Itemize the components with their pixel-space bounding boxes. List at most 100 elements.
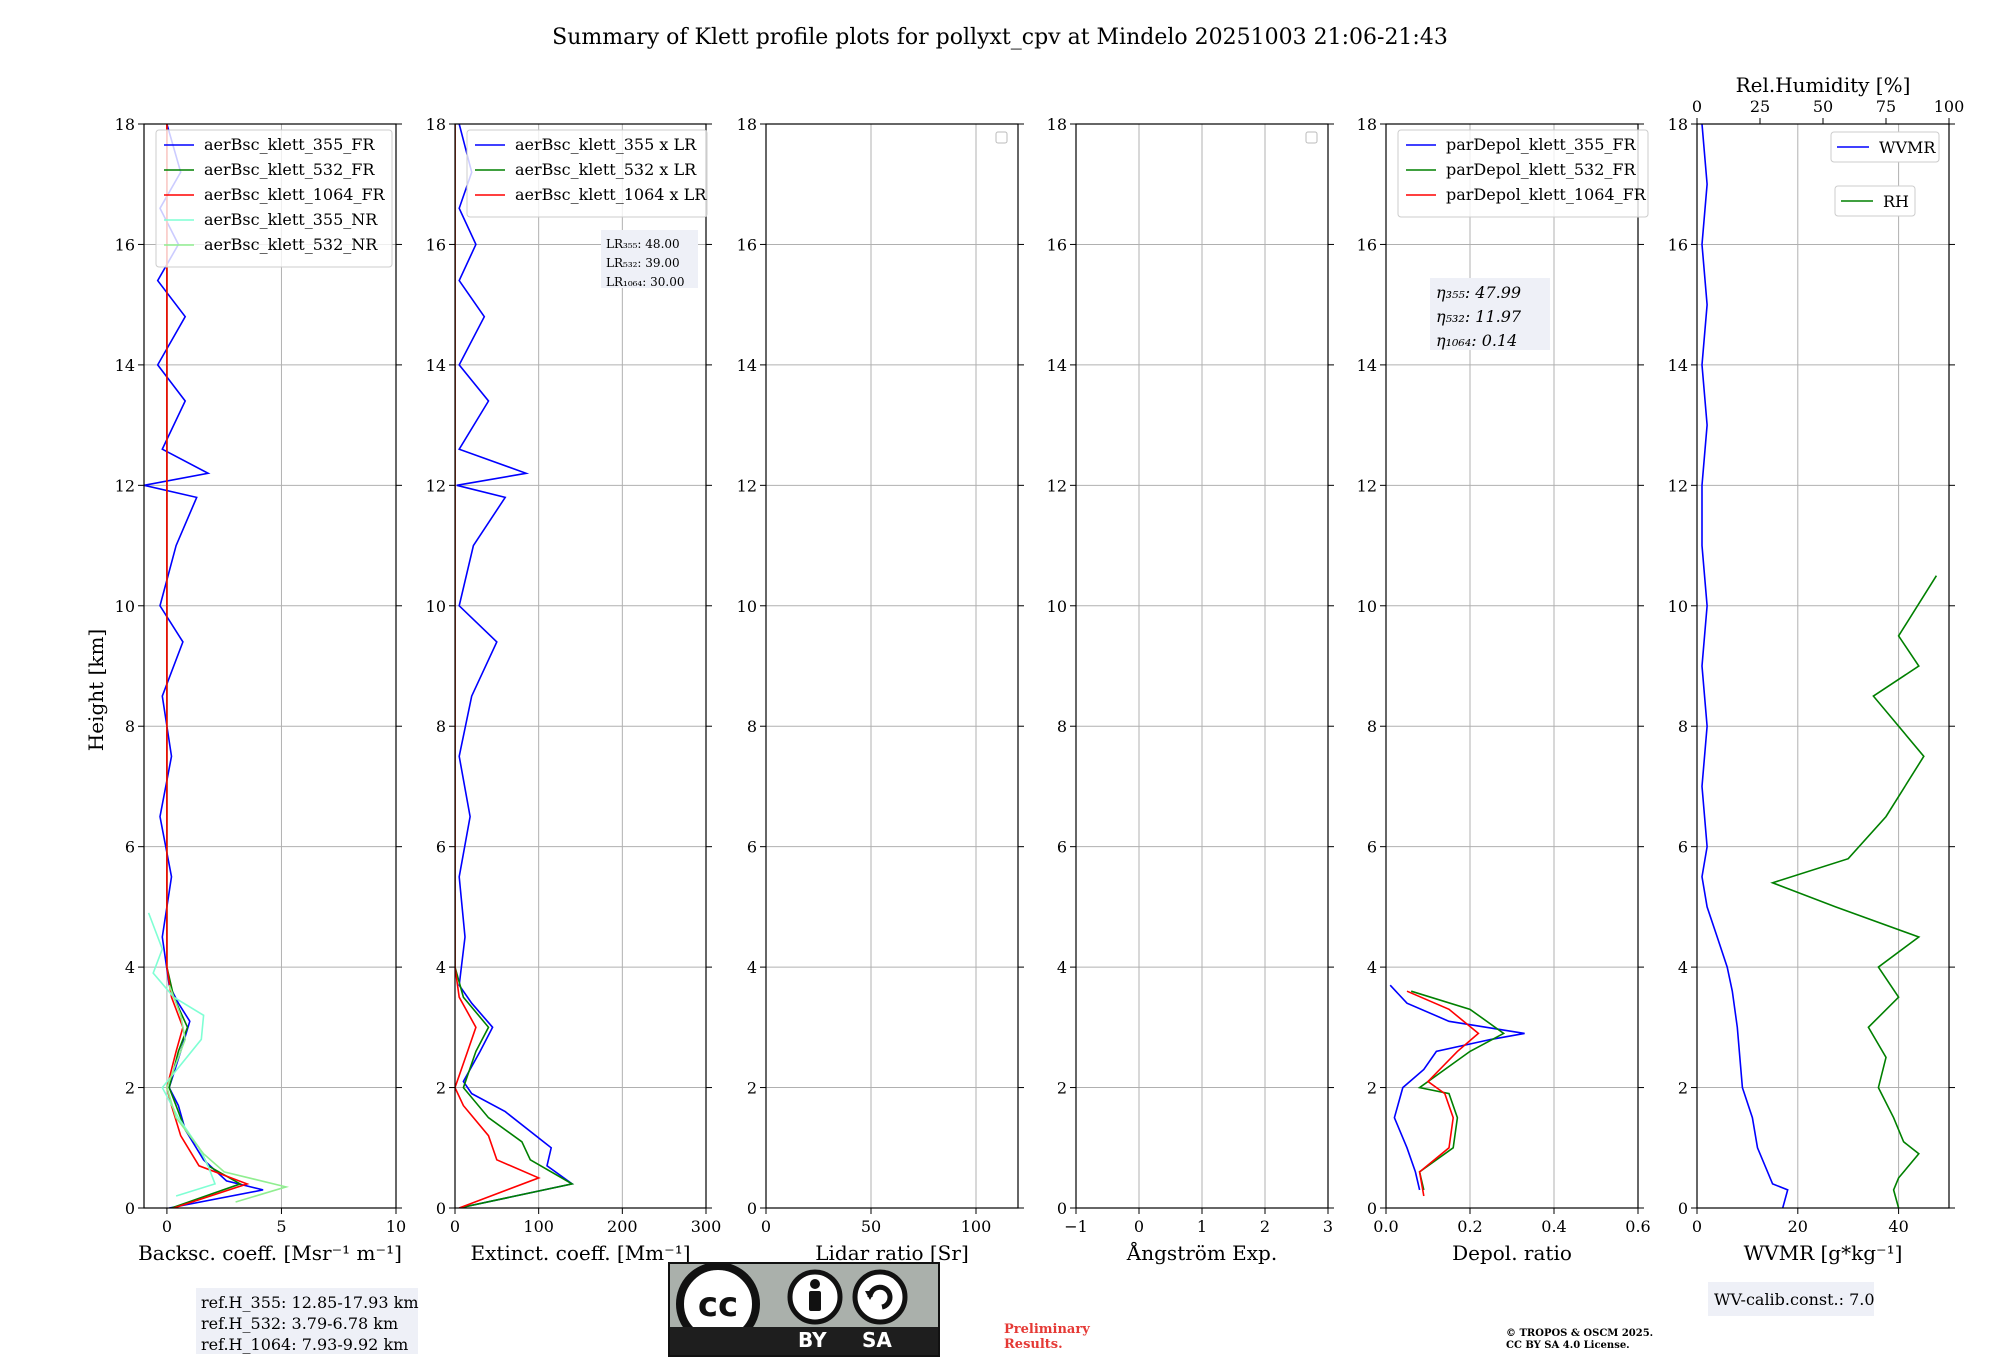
x-tick-label: 200 [607, 1217, 638, 1236]
lidar-ratio-label: LR₁₀₆₄: 30.00 [606, 275, 684, 289]
y-tick-label: 8 [1678, 717, 1688, 736]
x-axis-label: Backsc. coeff. [Msr⁻¹ m⁻¹] [138, 1241, 402, 1265]
legend-label: RH [1883, 192, 1909, 211]
x-tick-label: 10 [386, 1217, 406, 1236]
cc-license-logo: cc BY SA [668, 1262, 940, 1357]
y-tick-label: 0 [436, 1199, 446, 1218]
y-tick-label: 18 [1668, 115, 1688, 134]
y-tick-label: 6 [125, 838, 135, 857]
y-tick-label: 4 [436, 958, 446, 977]
y-tick-label: 4 [747, 958, 757, 977]
y-tick-label: 6 [1057, 838, 1067, 857]
series-aerBsc_klett_355 x LR [456, 124, 575, 1208]
legend-label: parDepol_klett_1064_FR [1446, 185, 1647, 204]
calib-box [1708, 1282, 1874, 1316]
eta-label: η₁₀₆₄: 0.14 [1436, 331, 1517, 350]
cc-icon [676, 1264, 760, 1328]
y-tick-label: 16 [1668, 235, 1688, 254]
axes-frame [1696, 123, 1950, 1209]
y-tick-label: 16 [1047, 235, 1067, 254]
y-tick-label: 18 [426, 115, 446, 134]
lidar-ratio-label: LR₅₃₂: 39.00 [606, 256, 680, 270]
panel-backscatter: 0 2 4 6 8 10 12 14 16 18 0 5 10 Backsc. coeff. [Msr⁻¹… [115, 115, 419, 1354]
x-tick-label: 0 [162, 1217, 172, 1236]
y-tick-label: 12 [1357, 476, 1377, 495]
y-tick-label: 4 [125, 958, 135, 977]
y-tick-label: 8 [747, 717, 757, 736]
y-tick-label: 10 [115, 597, 135, 616]
legend-label: parDepol_klett_532_FR [1446, 160, 1637, 179]
top-x-tick-label: 0 [1692, 97, 1702, 116]
empty-legend-box [1305, 131, 1318, 144]
lidar-ratio-label: LR₃₅₅: 48.00 [606, 237, 680, 251]
ref-height-label: ref.H_532: 3.79-6.78 km [201, 1314, 398, 1333]
y-tick-label: 14 [1357, 356, 1377, 375]
x-tick-label: 300 [691, 1217, 722, 1236]
ref-height-label: ref.H_355: 12.85-17.93 km [201, 1293, 419, 1312]
x-tick-label: 50 [861, 1217, 881, 1236]
copyright-line-1: © TROPOS & OSCM 2025. [1506, 1328, 1654, 1339]
legend-label: WVMR [1879, 138, 1936, 157]
legend-label: aerBsc_klett_355_FR [204, 135, 375, 154]
legend-label: aerBsc_klett_1064 x LR [515, 185, 707, 204]
y-tick-label: 14 [1668, 356, 1688, 375]
y-tick-label: 10 [1047, 597, 1067, 616]
series-RH [1770, 575, 1938, 1208]
y-tick-label: 16 [426, 235, 446, 254]
panel-lidar-ratio: 0 2 4 6 8 10 12 14 16 18 0 50 100 Lidar ratio [Sr] [737, 115, 1024, 1265]
y-tick-label: 10 [1357, 597, 1377, 616]
x-tick-label: 20 [1788, 1217, 1808, 1236]
top-x-tick-label: 75 [1876, 97, 1896, 116]
preliminary-line-2: Results. [1004, 1337, 1063, 1352]
legend-box [1830, 131, 1940, 163]
ref-height-box [196, 1288, 418, 1354]
y-tick-label: 18 [115, 115, 135, 134]
y-tick-label: 16 [1357, 235, 1377, 254]
preliminary-line-1: Preliminary [1004, 1322, 1090, 1337]
eta-label: η₃₅₅: 47.99 [1436, 283, 1521, 302]
top-x-axis-label: Rel.Humidity [%] [1736, 73, 1911, 97]
license-sa-label: SA [862, 1328, 892, 1352]
legend-box [466, 129, 708, 218]
y-tick-label: 16 [115, 235, 135, 254]
preliminary-note: Preliminary Results. [1004, 1322, 1090, 1352]
eta-label: η₅₃₂: 11.97 [1436, 307, 1522, 326]
y-tick-label: 2 [436, 1079, 446, 1098]
calib-label: WV-calib.const.: 7.0 [1714, 1290, 1875, 1309]
y-tick-label: 4 [1367, 958, 1377, 977]
y-tick-label: 14 [115, 356, 135, 375]
x-tick-label: 40 [1888, 1217, 1908, 1236]
y-tick-label: 12 [115, 476, 135, 495]
y-tick-label: 2 [1367, 1079, 1377, 1098]
y-tick-label: 0 [747, 1199, 757, 1218]
legend-label: parDepol_klett_355_FR [1446, 135, 1637, 154]
y-tick-label: 12 [1668, 476, 1688, 495]
empty-legend-box [995, 131, 1008, 144]
series-aerBsc_klett_355_FR [144, 124, 264, 1208]
y-tick-label: 8 [125, 717, 135, 736]
legend-box [155, 129, 393, 268]
series-parDepol_klett_1064_FR [1406, 990, 1480, 1197]
legend-label: aerBsc_klett_532 x LR [515, 160, 697, 179]
x-tick-label: 0 [1692, 1217, 1702, 1236]
x-tick-label: 0.0 [1373, 1217, 1398, 1236]
legend-box [1834, 185, 1916, 217]
series-aerBsc_klett_532 x LR [455, 124, 575, 1208]
series-WVMR [1701, 124, 1789, 1208]
top-x-tick-label: 25 [1750, 97, 1770, 116]
top-x-tick-label: 100 [1934, 97, 1965, 116]
panel-depol: 0 2 4 6 8 10 12 14 16 18 0.0 0.2 0.4 0.6 Depol. ratio p… [1357, 115, 1651, 1265]
axes-frame [454, 123, 707, 1209]
x-tick-label: 0.2 [1457, 1217, 1482, 1236]
y-tick-label: 8 [1367, 717, 1377, 736]
x-tick-label: 0 [1134, 1217, 1144, 1236]
y-tick-label: 4 [1678, 958, 1688, 977]
series-aerBsc_klett_532_NR [166, 984, 290, 1203]
series-parDepol_klett_532_FR [1410, 990, 1506, 1191]
x-tick-label: 100 [523, 1217, 554, 1236]
share-alike-icon [852, 1269, 908, 1325]
lidar-ratio-box [601, 230, 698, 288]
x-tick-label: 0 [761, 1217, 771, 1236]
eta-box [1430, 278, 1550, 350]
